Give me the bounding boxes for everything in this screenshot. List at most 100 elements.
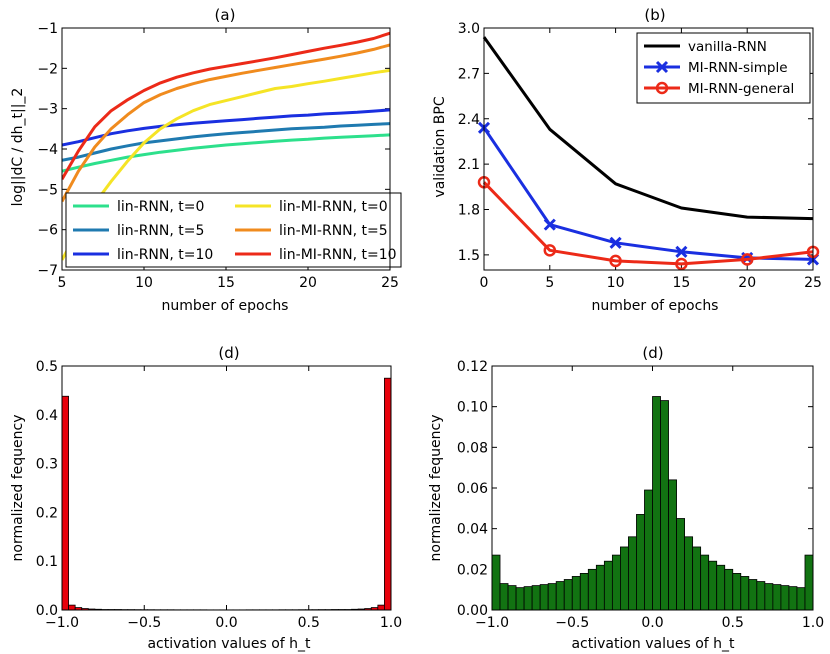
panel-d-ytick-label: 0.00 (457, 603, 488, 619)
hist-bar (700, 554, 710, 611)
hist-bar (491, 554, 501, 611)
hist-bar (377, 604, 385, 611)
panel-b-lines (477, 36, 820, 271)
panel-c-xtick-label: −0.5 (127, 615, 161, 631)
hist-bar (772, 584, 782, 611)
legend-label: vanilla-RNN (688, 39, 767, 55)
panel-c-ytick-label: 0.2 (36, 505, 58, 521)
hist-bar (579, 573, 589, 611)
hist-bar (515, 587, 525, 611)
panel-b-xtick-label: 0 (480, 275, 489, 291)
panel-b-ytick-label: 2.7 (458, 66, 480, 82)
panel-d-chart: (d) activation values of h_t normalized … (428, 344, 824, 652)
panel-b-title: (b) (644, 6, 665, 24)
hist-bar (788, 586, 798, 611)
panel-a-xtick-label: 5 (58, 275, 67, 291)
legend-box (65, 192, 402, 268)
panel-d-xtick-label: 0.5 (722, 615, 744, 631)
circle-marker (609, 254, 622, 268)
x-marker (543, 218, 556, 231)
panel-b-xtick-label: 5 (545, 275, 554, 291)
hist-bar (61, 395, 69, 611)
panel-b-ytick-label: 1.8 (458, 203, 480, 219)
legend-circle-marker (655, 81, 669, 95)
hist-bar (587, 568, 597, 611)
hist-bar (547, 583, 557, 611)
panel-b-legend: vanilla-RNN MI-RNN-simple MI-RNN-general (636, 32, 811, 104)
panel-a-ytick-label: −3 (37, 102, 58, 118)
panel-d-xtick-label: −1.0 (475, 615, 509, 631)
panel-d-ytick-label: 0.06 (457, 481, 488, 497)
panel-c-xtick-label: 1.0 (380, 615, 402, 631)
panel-a-ylabel: log||dC / dh_t||_2 (10, 88, 26, 207)
legend-label: MI-RNN-simple (688, 60, 788, 76)
panel-c-bars (61, 377, 392, 611)
panel-a-chart: (a) number of epochs log||dC / dh_t||_2 … (10, 6, 402, 314)
hist-bar (692, 546, 702, 611)
hist-bar (636, 514, 645, 611)
panel-d-ytick-label: 0.10 (457, 400, 488, 416)
series-line (482, 36, 814, 221)
hist-bar (611, 554, 621, 611)
circle-marker (740, 253, 754, 266)
panel-d-title: (d) (642, 344, 663, 362)
panel-d-xtick-label: 1.0 (802, 615, 824, 631)
hist-bar (804, 554, 814, 611)
panel-d-ytick-label: 0.12 (457, 359, 488, 375)
hist-bar (603, 560, 613, 611)
panel-d-xtick-label: 0.0 (641, 615, 663, 631)
hist-bar (708, 560, 718, 611)
hist-bar (539, 584, 549, 611)
hist-bar (68, 604, 76, 611)
hist-bar (676, 518, 686, 611)
panel-b-xtick-label: 25 (804, 275, 822, 291)
hist-bar (756, 581, 766, 611)
hist-bar (531, 585, 541, 611)
hist-bar (716, 564, 726, 611)
panel-d-ylabel: normalized fequency (428, 414, 444, 561)
hist-bar (644, 489, 653, 611)
panel-c-title: (d) (218, 344, 239, 362)
panel-a-xlabel: number of epochs (162, 298, 289, 314)
legend-label: lin-MI-RNN, t=5 (279, 223, 388, 239)
panel-a-xtick-label: 20 (299, 275, 317, 291)
panel-c-ytick-label: 0.1 (36, 554, 58, 570)
panel-b-xtick-label: 10 (607, 275, 625, 291)
hist-bar (796, 587, 806, 611)
panel-c-frame (61, 365, 392, 611)
series-line (482, 181, 814, 266)
hist-bar (499, 583, 509, 611)
series-line (482, 126, 814, 261)
series-line (62, 31, 390, 181)
series-line (62, 133, 390, 173)
panel-a-ytick-label: −6 (37, 223, 58, 239)
panel-b-ytick-label: 3.0 (458, 21, 480, 37)
panel-a-xtick-label: 15 (217, 275, 235, 291)
hist-bar (748, 579, 758, 611)
legend-x-marker (655, 60, 669, 74)
series-line (62, 68, 390, 261)
legend-label: lin-MI-RNN, t=10 (279, 247, 397, 263)
panel-c-xtick-label: −1.0 (45, 615, 79, 631)
panel-d-ytick-label: 0.04 (457, 522, 488, 538)
panel-a-legend: lin-RNN, t=0 lin-RNN, t=5 lin-RNN, t=10 lin… (65, 192, 402, 268)
panel-b-xtick-label: 15 (672, 275, 690, 291)
panel-a-ytick-label: −7 (37, 263, 58, 279)
hist-bar (595, 564, 605, 611)
legend-label: lin-RNN, t=5 (117, 223, 204, 239)
hist-bar (620, 546, 629, 611)
panel-c-xtick-label: 0.5 (298, 615, 320, 631)
panel-c-ytick-label: 0.4 (36, 408, 58, 424)
hist-bar (384, 377, 392, 611)
panel-c-xlabel: activation values of h_t (147, 636, 311, 652)
hist-bar (780, 585, 790, 611)
panel-d-ytick-label: 0.08 (457, 440, 488, 456)
series-line (62, 43, 390, 203)
panel-a-frame (61, 27, 391, 271)
hist-bar (523, 586, 533, 611)
panel-c-ylabel: normalized fequency (10, 414, 26, 561)
panel-d-ytick-label: 0.02 (457, 562, 488, 578)
panel-b-frame (483, 27, 814, 271)
hist-bar (660, 400, 669, 611)
hist-bar (668, 479, 677, 611)
